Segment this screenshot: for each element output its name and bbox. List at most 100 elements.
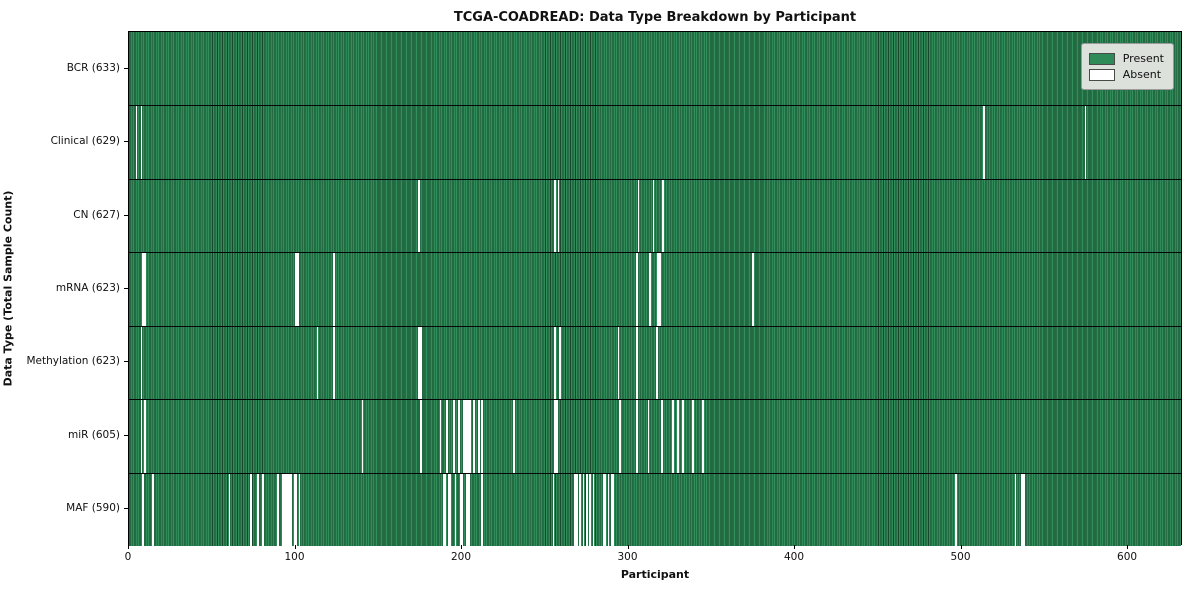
absent-stripe <box>582 473 585 546</box>
x-tick-label: 300 <box>617 551 638 563</box>
absent-stripe <box>607 473 610 546</box>
absent-stripe <box>276 473 279 546</box>
absent-stripe <box>604 473 606 546</box>
legend-label: Present <box>1122 52 1164 65</box>
absent-stripe <box>655 326 658 400</box>
absent-stripe <box>554 179 557 253</box>
absent-stripe <box>559 326 562 400</box>
y-tick-label-MAF: MAF (590) <box>66 502 120 515</box>
absent-stripe <box>228 473 231 546</box>
absent-stripe <box>143 400 146 473</box>
absent-stripe <box>295 473 297 546</box>
absent-stripe <box>288 473 291 546</box>
absent-stripe <box>660 400 663 473</box>
absent-stripe <box>464 400 467 473</box>
y-tick-label-Clinical: Clinical (629) <box>50 135 120 148</box>
absent-stripe <box>466 400 469 473</box>
y-tick-label-CN: CN (627) <box>73 208 120 221</box>
x-tick-label: 100 <box>284 551 305 563</box>
chart-title: TCGA-COADREAD: Data Type Breakdown by Pa… <box>453 10 857 25</box>
absent-stripe <box>140 400 143 473</box>
absent-stripe <box>256 473 259 546</box>
absent-stripe <box>296 253 299 326</box>
y-tick-label-mRNA: mRNA (623) <box>55 282 120 294</box>
legend-swatch-present <box>1088 52 1115 65</box>
absent-stripe <box>619 400 621 473</box>
absent-stripe <box>637 179 640 253</box>
absent-stripe <box>453 400 455 473</box>
heatmap-row-MAF <box>129 472 1181 546</box>
absent-stripe <box>316 326 319 400</box>
absent-stripe <box>552 473 555 546</box>
x-tick-label: 200 <box>450 551 472 563</box>
absent-stripe <box>954 473 957 546</box>
legend: Present Absent <box>1080 43 1174 90</box>
y-tick-label-BCR: BCR (633) <box>66 61 120 74</box>
absent-stripe <box>652 179 655 253</box>
absent-stripe <box>458 400 460 473</box>
absent-stripe <box>512 400 515 473</box>
x-tick-mark <box>794 545 796 549</box>
absent-stripe <box>298 473 301 546</box>
absent-stripe <box>579 473 582 546</box>
absent-stripe <box>419 326 422 400</box>
absent-stripe <box>1014 473 1017 546</box>
absent-stripe <box>554 400 557 473</box>
absent-stripe <box>454 473 457 546</box>
absent-stripe <box>657 253 660 326</box>
y-tick-mark <box>124 508 128 510</box>
x-tick-mark <box>1127 545 1129 549</box>
y-tick-mark <box>124 361 128 363</box>
absent-stripe <box>142 473 144 546</box>
absent-stripe <box>602 473 605 546</box>
absent-stripe <box>682 400 685 473</box>
absent-stripe <box>418 326 420 400</box>
absent-stripe <box>283 473 286 546</box>
absent-stripe <box>261 473 264 546</box>
absent-stripe <box>473 400 475 473</box>
absent-stripe <box>649 253 651 326</box>
heatmap-row-BCR <box>129 32 1181 106</box>
absent-stripe <box>140 326 143 400</box>
absent-stripe <box>659 253 661 326</box>
absent-stripe <box>478 400 480 473</box>
x-tick-mark <box>960 545 962 549</box>
absent-stripe <box>459 473 462 546</box>
y-tick-mark <box>124 288 128 289</box>
legend-item-absent: Absent <box>1088 68 1164 81</box>
absent-stripe <box>662 179 665 253</box>
absent-stripe <box>293 473 296 546</box>
x-tick-label: 600 <box>1117 551 1138 563</box>
absent-stripe <box>444 473 447 546</box>
absent-stripe <box>635 400 638 473</box>
x-tick-mark <box>294 545 296 549</box>
legend-swatch-absent <box>1088 68 1115 81</box>
absent-stripe <box>140 106 143 179</box>
absent-stripe <box>1021 473 1024 546</box>
absent-stripe <box>333 326 336 400</box>
y-tick-mark <box>124 141 128 143</box>
absent-stripe <box>135 106 138 179</box>
absent-stripe <box>449 473 452 546</box>
absent-stripe <box>672 400 675 473</box>
absent-stripe <box>610 473 613 546</box>
absent-stripe <box>281 473 284 546</box>
absent-stripe <box>439 400 442 473</box>
absent-stripe <box>592 473 595 546</box>
absent-stripe <box>285 473 287 546</box>
absent-stripe <box>461 473 464 546</box>
heatmap-row-Methylation <box>129 325 1181 400</box>
x-tick-mark <box>128 545 129 549</box>
absent-stripe <box>1023 473 1025 546</box>
y-tick-label-Methylation: Methylation (623) <box>26 355 120 368</box>
heatmap-row-mRNA <box>129 252 1181 326</box>
y-tick-mark <box>124 434 128 436</box>
absent-stripe <box>481 400 484 473</box>
absent-stripe <box>448 473 450 546</box>
absent-stripe <box>586 473 588 546</box>
absent-stripe <box>612 473 615 546</box>
absent-stripe <box>1084 106 1087 179</box>
absent-stripe <box>702 400 705 473</box>
heatmap-row-Clinical <box>129 105 1181 179</box>
absent-stripe <box>635 326 638 400</box>
